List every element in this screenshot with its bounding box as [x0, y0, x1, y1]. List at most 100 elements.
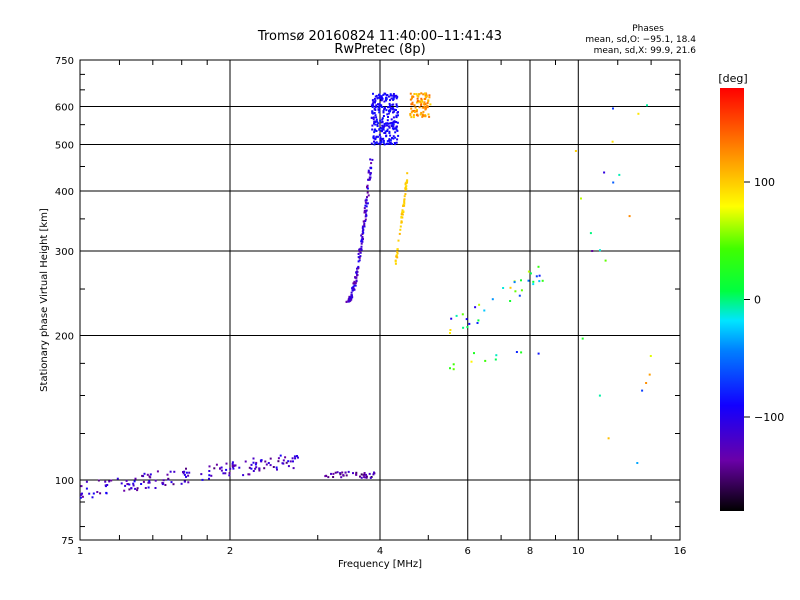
data-point-sparse-high-frequency-points: [648, 373, 651, 376]
data-point-upper-cluster-x: [421, 115, 424, 118]
data-point-upper-cluster-o: [376, 120, 379, 123]
data-point-upper-cluster-x: [416, 94, 419, 97]
y-tick-label: 300: [55, 247, 74, 258]
data-point-e-layer-trace-at-100-km: [332, 476, 335, 478]
data-point-e-region-low: [255, 466, 258, 469]
data-point-e-region-low: [143, 472, 146, 475]
data-point-e-region-low: [172, 483, 175, 486]
data-point-upper-cluster-o: [397, 114, 399, 117]
data-point-upper-cluster-o: [381, 124, 384, 127]
data-point-e-region-low: [292, 467, 295, 470]
data-point-f-trace-o-mode: [365, 209, 368, 212]
data-point-x-mode-trace: [402, 203, 405, 206]
data-point-mid-range-scatter: [473, 352, 475, 355]
data-point-e-region-low: [132, 482, 135, 485]
data-point-upper-cluster-x: [413, 93, 416, 95]
colorbar-gradient: [720, 88, 744, 511]
data-point-f-trace-o-mode: [358, 250, 361, 253]
data-point-upper-cluster-o: [388, 102, 391, 105]
data-point-upper-cluster-o: [372, 101, 375, 104]
data-point-e-region-low: [285, 461, 288, 464]
data-point-upper-cluster-o: [374, 106, 377, 109]
data-point-e-region-low: [142, 480, 145, 483]
data-point-e-region-low: [275, 466, 278, 469]
data-point-e-layer-trace-at-100-km: [372, 473, 375, 476]
data-point-e-region-low: [210, 474, 213, 477]
data-point-mid-range-scatter: [474, 306, 477, 309]
data-point-upper-cluster-o: [390, 118, 393, 121]
data-point-upper-cluster-x: [420, 102, 423, 105]
data-point-e-region-low: [116, 477, 119, 480]
data-point-upper-cluster-x: [415, 114, 418, 116]
data-point-upper-cluster-x: [409, 113, 412, 115]
data-point-mid-range-scatter: [532, 280, 535, 283]
data-point-e-region-low: [188, 471, 191, 474]
data-point-upper-cluster-o: [389, 122, 392, 125]
data-point-upper-cluster-o: [379, 119, 382, 122]
data-point-upper-cluster-o: [382, 126, 385, 129]
data-point-upper-cluster-o: [392, 94, 395, 97]
data-point-x-mode-trace: [403, 195, 406, 198]
data-point-upper-cluster-o: [372, 92, 374, 95]
data-point-e-layer-trace-at-100-km: [339, 473, 342, 476]
data-point-upper-cluster-o: [395, 115, 398, 118]
data-point-e-region-low: [250, 467, 253, 470]
data-point-e-region-low: [234, 464, 237, 467]
data-point-upper-cluster-o: [392, 125, 395, 128]
data-point-e-region-low: [106, 484, 109, 486]
data-point-upper-cluster-o: [391, 142, 393, 145]
data-point-upper-cluster-o: [380, 104, 383, 107]
data-point-upper-cluster-o: [382, 137, 385, 140]
data-point-mid-range-scatter: [449, 329, 452, 331]
data-point-e-region-low: [130, 487, 133, 490]
data-point-upper-cluster-o: [383, 123, 386, 126]
data-point-upper-cluster-o: [392, 111, 394, 114]
data-point-e-region-low: [125, 479, 128, 482]
plot-area: 1 2 4 6 8 10 16 75 100 200 300 400 500 600 750: [55, 56, 686, 557]
data-point-upper-cluster-o: [395, 127, 398, 130]
data-point-x-mode-trace: [402, 210, 405, 213]
data-point-f-trace-o-mode: [352, 287, 355, 290]
data-point-f-trace-o-mode: [369, 158, 372, 161]
data-point-e-region-low: [231, 465, 234, 468]
data-point-e-region-low: [208, 465, 211, 468]
colorbar-ticks: 100 0 −100: [744, 176, 784, 424]
data-point-mid-range-scatter: [495, 354, 498, 357]
data-point-e-region-low: [248, 466, 251, 469]
data-point-f-trace-o-mode: [368, 176, 371, 179]
data-point-e-region-low: [161, 482, 164, 485]
data-point-e-layer-trace-at-100-km: [336, 471, 339, 474]
data-point-upper-cluster-x: [420, 111, 423, 114]
data-point-upper-cluster-o: [377, 142, 380, 145]
chart-title: Tromsø 20160824 11:40:00–11:41:43: [257, 29, 502, 44]
data-point-upper-cluster-x: [424, 106, 427, 109]
data-point-e-region-low: [147, 481, 150, 484]
data-point-e-region-low: [250, 463, 253, 466]
data-point-upper-cluster-o: [378, 133, 381, 136]
y-tick-label: 200: [55, 332, 74, 343]
data-point-upper-cluster-o: [393, 120, 396, 123]
data-point-upper-cluster-o: [380, 121, 383, 124]
data-point-e-region-low: [154, 479, 157, 482]
data-point-e-region-low: [252, 461, 255, 464]
data-point-mid-range-scatter: [470, 360, 473, 363]
data-point-upper-cluster-x: [428, 115, 431, 118]
data-point-mid-range-scatter: [484, 359, 487, 362]
data-point-upper-cluster-o: [395, 94, 398, 97]
data-point-x-mode-trace: [395, 254, 398, 257]
data-point-e-region-low: [269, 457, 272, 460]
data-point-f-trace-o-mode: [366, 191, 369, 194]
data-point-e-region-low: [140, 483, 143, 485]
data-point-f-trace-o-mode: [365, 205, 368, 208]
data-point-upper-cluster-x: [421, 113, 424, 116]
data-point-upper-cluster-o: [382, 110, 385, 113]
data-point-upper-cluster-o: [387, 95, 390, 98]
data-point-e-layer-trace-at-100-km: [332, 472, 335, 475]
data-point-e-layer-trace-at-100-km: [365, 476, 368, 479]
data-point-e-region-low: [80, 493, 83, 496]
data-point-f-trace-o-mode: [364, 204, 367, 207]
data-point-upper-cluster-o: [374, 101, 376, 104]
data-point-e-region-low: [276, 468, 278, 471]
data-point-upper-cluster-o: [388, 138, 391, 141]
data-point-f-trace-o-mode: [362, 220, 365, 223]
